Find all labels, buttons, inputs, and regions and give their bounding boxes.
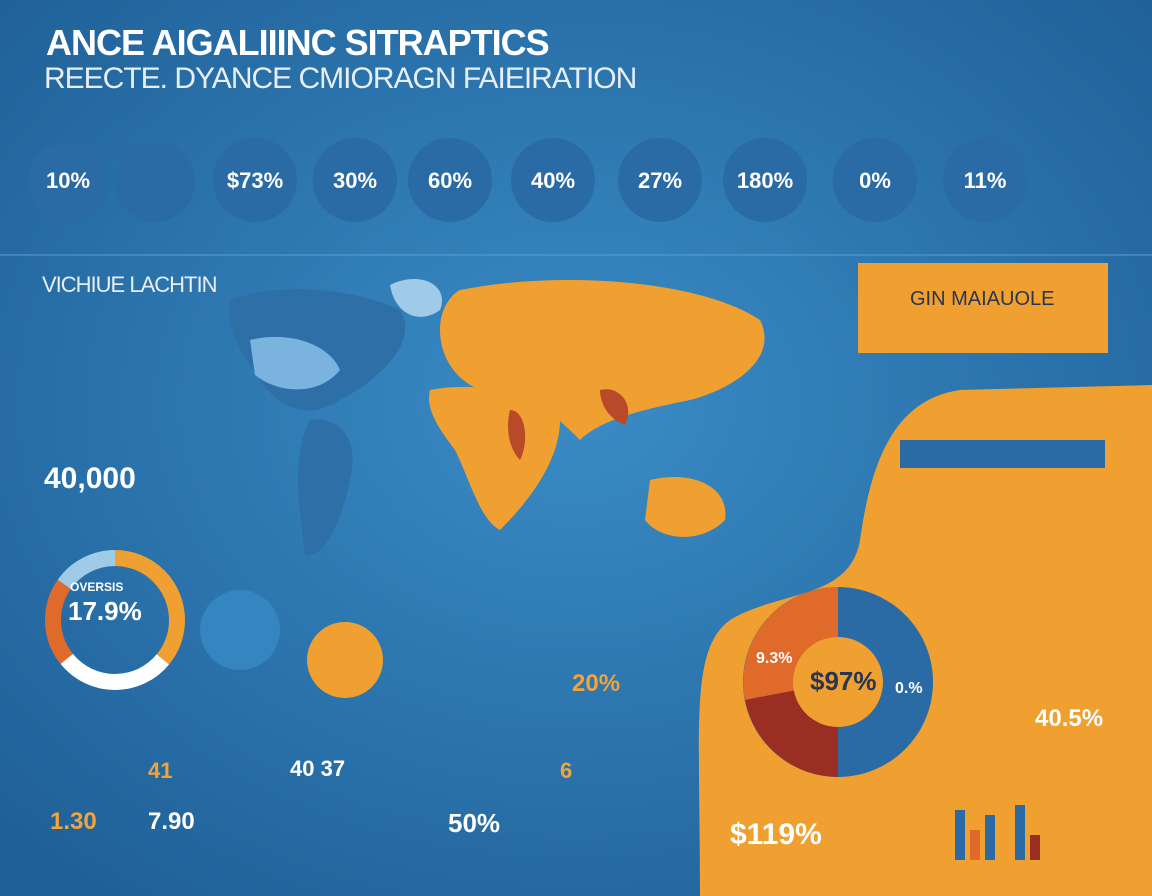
donut-label: OVERSIS: [70, 580, 124, 594]
section-title: VICHIUE LACHTIN: [42, 272, 217, 297]
bottom-value: 50%: [448, 808, 501, 838]
bar-strip: [900, 440, 1105, 468]
stat-value: 27%: [637, 168, 683, 193]
title: ANCE AIGALIIINC SITRAPTICS: [46, 22, 550, 63]
left-donut: [45, 550, 185, 690]
mid-value: 20%: [572, 670, 621, 697]
world-map: [229, 279, 765, 556]
pie-left: 9.3%: [756, 650, 793, 667]
bottom-value: 7.90: [148, 808, 195, 835]
stat-circles: [28, 138, 1027, 222]
bottom-value: 41: [148, 758, 173, 783]
stat-value: 0%: [859, 168, 891, 193]
pie-center: $97%: [810, 666, 877, 696]
bottom-bars: [955, 805, 1040, 860]
stat-value: 30%: [332, 168, 378, 193]
bottom-value: 6: [560, 758, 573, 783]
stat-value: 180%: [736, 168, 794, 193]
donut-value: 17.9%: [68, 596, 142, 626]
pie-right: 0.%: [895, 680, 923, 697]
stat-value: 60%: [427, 168, 473, 193]
right-pie: [743, 587, 933, 777]
stat-value: 40%: [530, 168, 576, 193]
subtitle: REECTE. DYANCE CMIORAGN FAIEIRATION: [44, 62, 637, 95]
banner: [858, 263, 1108, 353]
banner-text: GIN MAIAUOLE: [910, 288, 1055, 310]
bottom-value: $119%: [730, 818, 822, 851]
stat-value: 11%: [963, 168, 1007, 193]
right-value: 40.5%: [1035, 705, 1104, 732]
bottom-value: 40 37: [290, 756, 346, 781]
stat-value: $73%: [226, 168, 284, 193]
globes: [200, 590, 383, 698]
stat-value: 10%: [45, 168, 91, 193]
count: 40,000: [44, 462, 136, 495]
bottom-value: 1.30: [50, 808, 97, 835]
